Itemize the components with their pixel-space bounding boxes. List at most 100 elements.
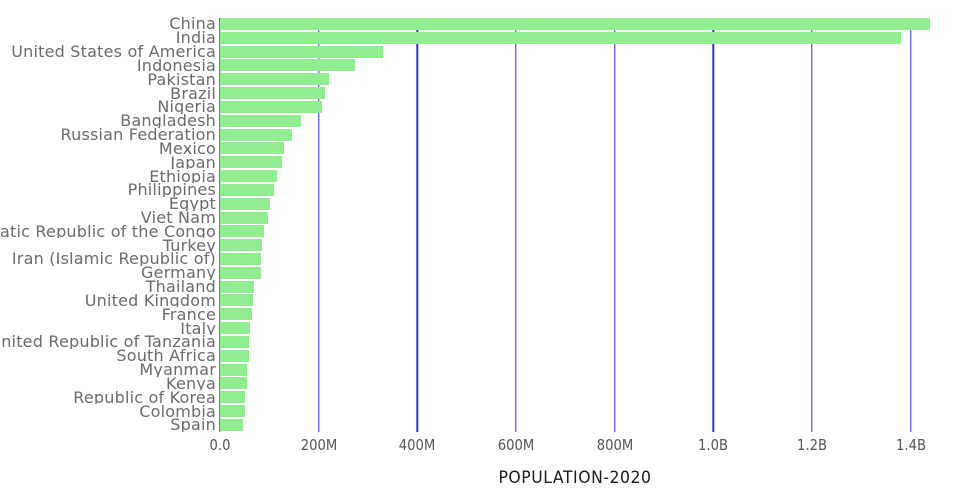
y-axis-label: United Kingdom <box>84 293 216 308</box>
y-axis-label: Brazil <box>170 86 216 100</box>
gridline <box>712 18 715 432</box>
bar-ethiopia[interactable] <box>220 170 277 183</box>
bar-pakistan[interactable] <box>220 73 329 86</box>
bar-china[interactable] <box>220 17 930 30</box>
bar-row <box>220 349 960 363</box>
y-axis-label: Japan <box>170 155 216 170</box>
bar-viet-nam[interactable] <box>220 211 268 224</box>
x-axis-tick-label: 1.0B <box>698 436 729 454</box>
plot-area <box>219 17 960 432</box>
x-axis-tick-label: 400M <box>399 436 436 454</box>
bar-south-africa[interactable] <box>220 349 250 362</box>
gridline <box>416 18 419 432</box>
y-axis-label: Nigeria <box>157 99 216 114</box>
bar-bangladesh[interactable] <box>220 114 302 127</box>
bar-indonesia[interactable] <box>220 59 355 72</box>
bar-kenya[interactable] <box>220 377 247 390</box>
bar-russian-federation[interactable] <box>220 128 292 141</box>
y-axis-label: Spain <box>170 418 216 432</box>
bar-spain[interactable] <box>220 418 244 431</box>
bar-row <box>220 100 960 114</box>
bar-philippines[interactable] <box>220 183 275 196</box>
bar-egypt[interactable] <box>220 197 271 210</box>
bar-row <box>220 169 960 183</box>
y-axis-label: South Africa <box>116 348 216 363</box>
bar-thailand[interactable] <box>220 280 255 293</box>
bar-germany[interactable] <box>220 266 262 279</box>
y-axis-label: Italy <box>180 321 216 336</box>
bar-row <box>220 197 960 211</box>
bar-japan[interactable] <box>220 156 283 169</box>
bar-row <box>220 418 960 432</box>
bar-row <box>220 183 960 197</box>
gridline <box>515 18 517 432</box>
bar-row <box>220 377 960 391</box>
y-axis-label: Egypt <box>168 196 216 211</box>
bar-turkey[interactable] <box>220 239 262 252</box>
bar-row <box>220 238 960 252</box>
bar-row <box>220 86 960 100</box>
bar-row <box>220 404 960 418</box>
bar-united-republic-of-tanzania[interactable] <box>220 335 250 348</box>
bar-row <box>220 294 960 308</box>
bar-republic-of-korea[interactable] <box>220 391 246 404</box>
bar-france[interactable] <box>220 308 253 321</box>
y-axis-label: Iran (Islamic Republic of) <box>11 252 216 266</box>
bar-row <box>220 155 960 169</box>
bar-row <box>220 114 960 128</box>
bar-iran-islamic-republic-of-[interactable] <box>220 252 262 265</box>
bar-brazil[interactable] <box>220 87 325 100</box>
bar-row <box>220 280 960 294</box>
y-axis-label: United States of America <box>11 44 216 59</box>
bar-colombia[interactable] <box>220 405 246 418</box>
bar-india[interactable] <box>220 31 901 44</box>
bar-italy[interactable] <box>220 322 250 335</box>
x-axis-tick-labels: 0.0 200M 400M 600M 800M 1.0B 1.2B 1.4B <box>210 436 960 454</box>
bar-row <box>220 335 960 349</box>
bar-row <box>220 31 960 45</box>
bar-row <box>220 363 960 377</box>
x-axis-tick-label: 1.2B <box>796 436 828 454</box>
y-axis-label: Thailand <box>145 279 216 294</box>
y-axis-label: Philippines <box>127 182 216 197</box>
bar-row <box>220 128 960 142</box>
bars-layer <box>220 17 960 432</box>
y-axis-label: Ethiopia <box>149 169 216 183</box>
y-axis-label: United Republic of Tanzania <box>0 335 216 349</box>
bar-united-states-of-america[interactable] <box>220 45 384 58</box>
y-axis-label: Turkey <box>162 238 216 253</box>
x-axis-tick-label: 1.4B <box>895 436 926 454</box>
gridline <box>219 18 221 432</box>
y-axis-label: Republic of Korea <box>73 390 216 405</box>
bar-democratic-republic-of-the-congo[interactable] <box>220 225 265 238</box>
y-axis-label: Germany <box>141 265 216 280</box>
bar-myanmar[interactable] <box>220 363 247 376</box>
bar-row <box>220 58 960 72</box>
y-axis-label: Russian Federation <box>60 127 216 142</box>
gridline <box>811 18 813 432</box>
gridline <box>909 18 912 432</box>
bar-row <box>220 17 960 31</box>
x-axis-tick-label: 600M <box>497 436 535 454</box>
bar-mexico[interactable] <box>220 142 284 155</box>
y-axis-label: Colombia <box>139 404 216 419</box>
bar-row <box>220 45 960 59</box>
y-axis-labels: China India United States of America Indone… <box>0 17 216 432</box>
bar-united-kingdom[interactable] <box>220 294 254 307</box>
bar-row <box>220 72 960 86</box>
gridline <box>317 18 320 432</box>
y-axis-label: Myanmar <box>139 362 216 377</box>
x-axis-tick-label: 800M <box>596 436 633 454</box>
bar-nigeria[interactable] <box>220 100 322 113</box>
y-axis-label: India <box>175 30 216 45</box>
y-axis-label: China <box>169 17 216 31</box>
y-axis-label: Mexico <box>158 141 216 156</box>
gridline <box>613 18 616 432</box>
y-axis-label: France <box>161 307 216 322</box>
bar-row <box>220 307 960 321</box>
y-axis-label: Pakistan <box>147 72 216 87</box>
x-axis-tick-label: 200M <box>300 436 337 454</box>
y-axis-label: Kenya <box>166 376 216 391</box>
bar-row <box>220 252 960 266</box>
